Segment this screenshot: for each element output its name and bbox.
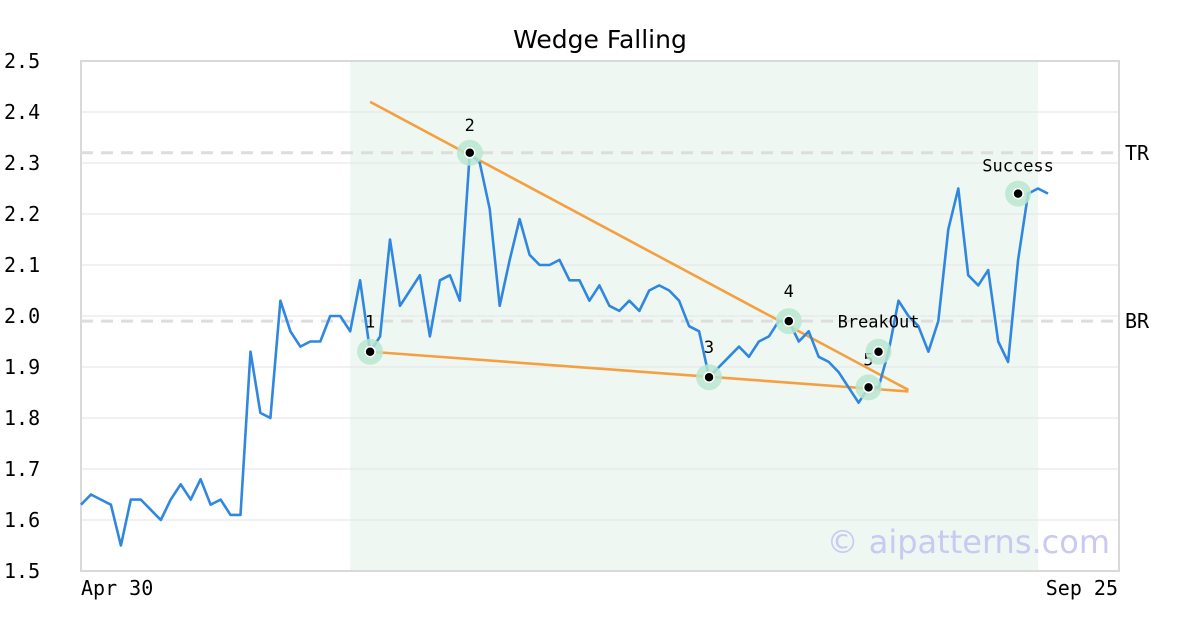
point-marker — [1012, 187, 1024, 200]
point-marker — [862, 381, 875, 394]
point-label: Success — [982, 157, 1054, 177]
point-marker — [364, 345, 376, 358]
plot-frame — [80, 60, 1120, 572]
y-axis-ticks: 1.5 1.6 1.7 1.8 1.9 2.0 2.1 2.2 2.3 2.4 2.5 — [4, 49, 40, 583]
y-tick-label: 1.8 — [4, 406, 40, 430]
point-label: 5 — [863, 350, 873, 370]
y-tick-label: 2.4 — [4, 100, 40, 124]
point-marker — [464, 147, 476, 159]
point-marker — [872, 345, 885, 358]
point-label: 2 — [465, 116, 475, 136]
y-tick-label: 2.2 — [4, 202, 40, 226]
y-tick-label: 1.5 — [4, 559, 40, 583]
point-marker — [703, 371, 715, 383]
y-tick-label: 2.1 — [4, 253, 40, 277]
lower-trendline — [370, 350, 909, 393]
pattern-points: 1 2 3 4 5 BreakOut Success — [357, 116, 1054, 401]
reference-label-br: BR — [1125, 309, 1150, 333]
chart-title: Wedge Falling — [513, 25, 687, 54]
y-tick-label: 2.0 — [4, 304, 40, 328]
y-tick-label: 1.6 — [4, 508, 40, 532]
point-label: BreakOut — [838, 313, 920, 333]
y-tick-label: 1.9 — [4, 355, 40, 379]
point-label: 3 — [704, 338, 714, 358]
point-marker — [783, 315, 795, 327]
y-tick-label: 2.3 — [4, 151, 40, 175]
point-label: 1 — [365, 313, 375, 333]
x-tick-end: Sep 25 — [1046, 576, 1118, 600]
y-tick-label: 2.5 — [4, 49, 40, 73]
reference-label-tr: TR — [1125, 141, 1150, 165]
reference-lines: TR BR — [81, 141, 1150, 333]
watermark: © aipatterns.com — [827, 523, 1110, 561]
x-tick-start: Apr 30 — [81, 576, 153, 600]
point-label: 4 — [784, 282, 794, 302]
y-tick-label: 1.7 — [4, 457, 40, 481]
